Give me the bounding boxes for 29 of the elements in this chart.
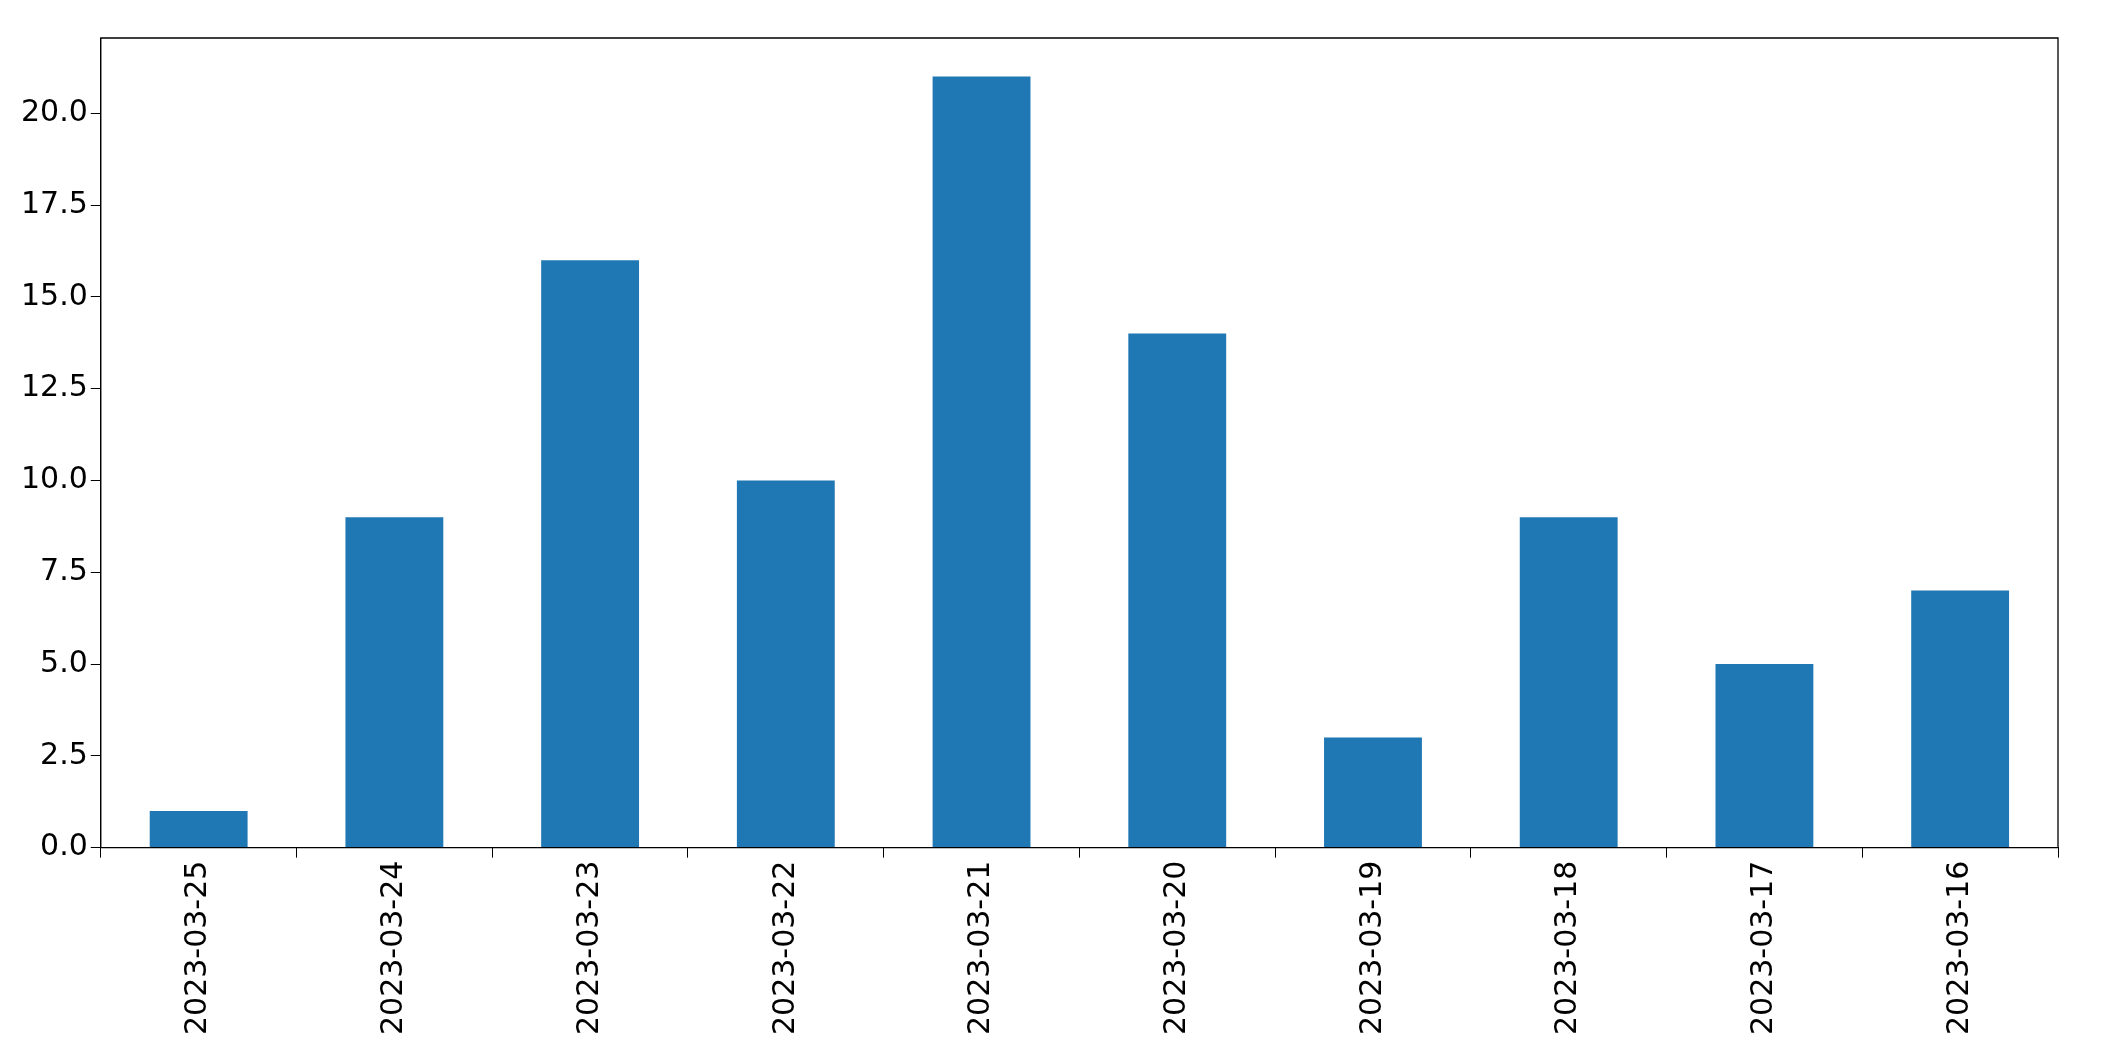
- x-tick-label: 2023-03-19: [1352, 860, 1388, 1036]
- y-tick-label: 5.0: [40, 643, 88, 679]
- bar: [932, 76, 1031, 848]
- bar: [149, 810, 248, 848]
- bar: [345, 517, 444, 848]
- x-tick-label: 2023-03-25: [178, 860, 214, 1036]
- y-tick-label: 17.5: [21, 184, 88, 220]
- y-tick-label: 2.5: [40, 735, 88, 771]
- x-tick-label: 2023-03-23: [569, 860, 605, 1036]
- x-tick-label: 2023-03-18: [1548, 860, 1584, 1036]
- x-tick-label: 2023-03-22: [765, 860, 801, 1036]
- y-tick-label: 20.0: [21, 93, 88, 129]
- bar: [1128, 333, 1227, 848]
- bar: [1715, 664, 1814, 848]
- y-tick-label: 15.0: [21, 276, 88, 312]
- x-tick-label: 2023-03-17: [1744, 860, 1780, 1036]
- y-tick-label: 12.5: [21, 368, 88, 404]
- bar: [736, 480, 835, 848]
- x-tick-label: 2023-03-21: [961, 860, 997, 1036]
- bar: [1519, 517, 1618, 848]
- bar: [1911, 590, 2010, 848]
- y-tick-label: 7.5: [40, 552, 88, 588]
- bar: [1324, 737, 1422, 848]
- y-tick-label: 0.0: [40, 827, 88, 863]
- x-tick-label: 2023-03-16: [1939, 860, 1975, 1036]
- bar: [541, 260, 640, 848]
- y-tick-label: 10.0: [21, 460, 88, 496]
- x-tick-label: 2023-03-24: [374, 860, 410, 1036]
- x-tick-label: 2023-03-20: [1157, 860, 1193, 1036]
